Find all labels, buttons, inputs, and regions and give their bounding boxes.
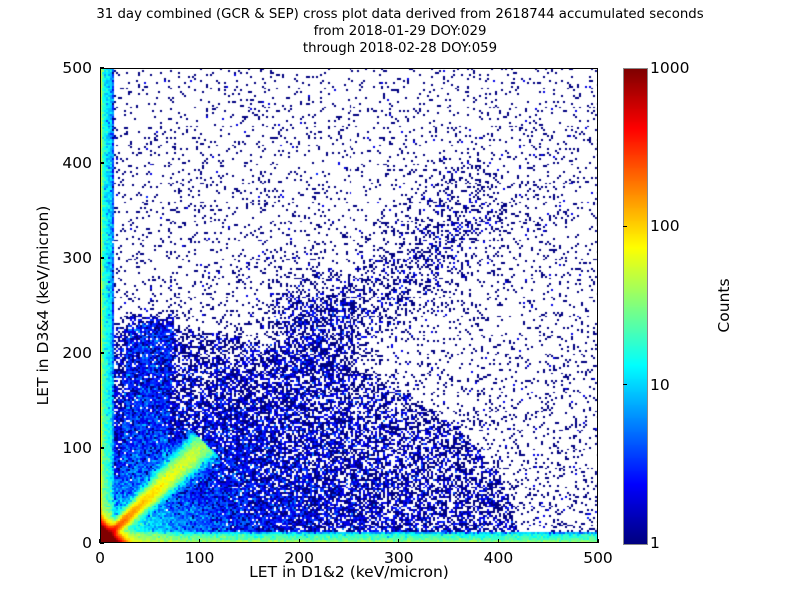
y-tick-label: 300 xyxy=(62,249,92,267)
x-tick-label: 200 xyxy=(284,549,314,567)
colorbar-tick-label: 100 xyxy=(650,217,680,236)
x-axis-label: LET in D1&2 (keV/micron) xyxy=(249,563,449,581)
chart-title-line-1: 31 day combined (GCR & SEP) cross plot d… xyxy=(96,7,704,22)
scatter-density-plot xyxy=(101,69,597,542)
plot-area xyxy=(100,68,598,543)
x-tick-mark xyxy=(398,539,400,543)
y-tick-label: 400 xyxy=(62,154,92,172)
colorbar xyxy=(623,68,648,545)
x-tick-mark xyxy=(597,539,599,543)
chart-title: 31 day combined (GCR & SEP) cross plot d… xyxy=(0,6,800,57)
y-tick-mark xyxy=(100,257,104,259)
y-tick-label: 500 xyxy=(62,59,92,77)
y-tick-label: 0 xyxy=(82,534,92,552)
y-tick-label: 100 xyxy=(62,439,92,457)
x-tick-label: 100 xyxy=(184,549,215,567)
x-tick-label: 500 xyxy=(583,549,613,567)
chart-title-line-3: through 2018-02-28 DOY:059 xyxy=(302,41,498,56)
x-tick-mark xyxy=(99,539,101,543)
x-tick-label: 400 xyxy=(483,549,514,567)
colorbar-label: Counts xyxy=(715,278,733,333)
y-tick-label: 200 xyxy=(62,344,92,362)
y-tick-mark xyxy=(100,352,104,354)
x-tick-label: 300 xyxy=(384,549,414,567)
colorbar-tick-label: 10 xyxy=(650,375,670,394)
y-tick-mark xyxy=(100,447,104,449)
colorbar-tick-mark xyxy=(623,225,627,227)
y-tick-mark xyxy=(100,162,104,164)
colorbar-gradient xyxy=(623,68,648,545)
y-tick-mark xyxy=(100,542,104,544)
x-tick-mark xyxy=(298,539,300,543)
colorbar-tick-mark xyxy=(623,384,627,386)
colorbar-tick-label: 1000 xyxy=(650,59,690,77)
colorbar-tick-label: 1 xyxy=(650,534,660,552)
y-tick-mark xyxy=(100,67,104,69)
x-tick-mark xyxy=(497,539,499,543)
x-tick-mark xyxy=(199,539,201,543)
y-axis-label: LET in D3&4 (keV/micron) xyxy=(34,205,52,406)
chart-title-line-2: from 2018-01-29 DOY:029 xyxy=(313,24,487,39)
x-tick-label: 0 xyxy=(95,549,105,567)
